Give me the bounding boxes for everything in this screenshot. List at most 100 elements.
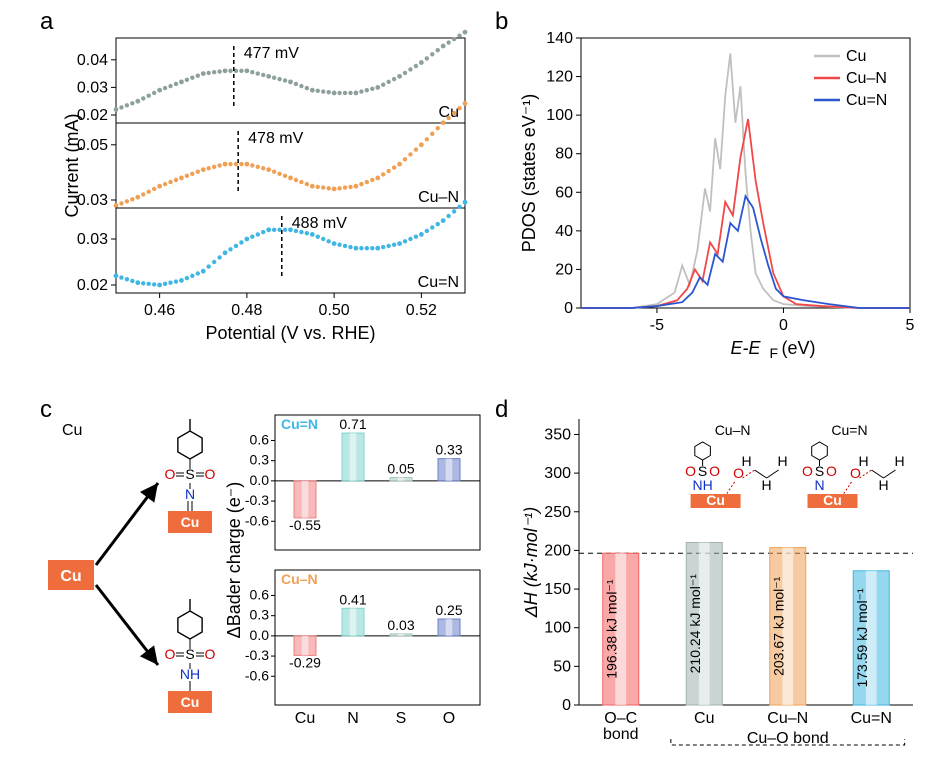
svg-text:Cu: Cu (846, 48, 866, 65)
svg-text:200: 200 (544, 542, 571, 559)
svg-text:350: 350 (544, 426, 571, 443)
svg-text:0: 0 (779, 317, 788, 334)
svg-text:Cu=N: Cu=N (851, 710, 892, 727)
svg-text:Cu: Cu (295, 710, 315, 727)
panel-d-chart: 050100150200250300350ΔH (kJ·mol⁻¹)196.38… (515, 405, 925, 755)
svg-text:0.46: 0.46 (144, 302, 175, 319)
svg-text:100: 100 (544, 620, 571, 637)
svg-text:PDOS (states eV⁻¹): PDOS (states eV⁻¹) (519, 94, 539, 253)
svg-text:0.50: 0.50 (319, 302, 350, 319)
svg-text:H: H (762, 477, 772, 493)
svg-text:Cu–N: Cu–N (846, 70, 887, 87)
svg-text:Cu=N: Cu=N (281, 416, 318, 432)
svg-text:-0.55: -0.55 (289, 517, 321, 533)
svg-text:-5: -5 (650, 317, 664, 334)
svg-text:0.52: 0.52 (406, 302, 437, 319)
svg-text:0.6: 0.6 (250, 431, 270, 447)
svg-text:Cu: Cu (181, 694, 200, 710)
svg-text:0.0: 0.0 (250, 627, 270, 643)
svg-text:Cu: Cu (823, 492, 842, 508)
svg-text:203.67 kJ mol⁻¹: 203.67 kJ mol⁻¹ (771, 576, 787, 676)
svg-text:O: O (205, 646, 216, 662)
figure4: { "colors":{ "cu_gray":"#8ea09e", "cuN_o… (0, 0, 939, 767)
svg-text:196.38 kJ mol⁻¹: 196.38 kJ mol⁻¹ (604, 579, 620, 679)
svg-text:Cu–N: Cu–N (715, 422, 751, 438)
svg-text:20: 20 (555, 261, 573, 278)
panel-a-chart: Current (mA)0.020.030.04477 mVCu0.030.05… (60, 18, 480, 378)
svg-text:0.05: 0.05 (387, 461, 414, 477)
svg-text:0.3: 0.3 (250, 452, 270, 468)
svg-text:0.3: 0.3 (250, 607, 270, 623)
svg-text:50: 50 (553, 658, 571, 675)
svg-text:0.03: 0.03 (77, 79, 108, 96)
svg-text:80: 80 (555, 146, 573, 163)
svg-text:0.0: 0.0 (250, 472, 270, 488)
svg-text:H: H (778, 453, 788, 469)
svg-text:40: 40 (555, 223, 573, 240)
svg-text:100: 100 (546, 107, 573, 124)
svg-text:Cu=N: Cu=N (846, 92, 887, 109)
svg-text:0: 0 (564, 300, 573, 317)
svg-text:0.03: 0.03 (77, 231, 108, 248)
svg-text:-0.29: -0.29 (289, 654, 321, 670)
svg-text:-0.6: -0.6 (245, 512, 269, 528)
svg-text:250: 250 (544, 504, 571, 521)
svg-text:N: N (347, 710, 359, 727)
svg-text:-0.3: -0.3 (245, 647, 269, 663)
svg-text:E-E: E-E (730, 338, 761, 358)
svg-text:H: H (858, 453, 868, 469)
svg-text:0.04: 0.04 (77, 52, 108, 69)
svg-text:Cu=N: Cu=N (831, 422, 867, 438)
svg-text:0: 0 (562, 697, 571, 714)
panel-b-label: b (495, 8, 508, 36)
svg-text:5: 5 (906, 317, 915, 334)
panel-d-label: d (495, 396, 508, 424)
svg-text:0.03: 0.03 (77, 192, 108, 209)
svg-text:O–C: O–C (604, 710, 637, 727)
svg-text:N: N (814, 477, 824, 493)
svg-text:H: H (742, 453, 752, 469)
svg-text:60: 60 (555, 184, 573, 201)
svg-text:140: 140 (546, 30, 573, 47)
svg-text:0.02: 0.02 (77, 107, 108, 124)
svg-text:bond: bond (603, 726, 639, 743)
svg-text:173.59 kJ mol⁻¹: 173.59 kJ mol⁻¹ (854, 588, 870, 688)
svg-text:Cu: Cu (706, 492, 725, 508)
svg-text:O: O (165, 646, 176, 662)
svg-text:(eV): (eV) (782, 338, 816, 358)
svg-text:H: H (894, 453, 904, 469)
svg-text:210.24 kJ mol⁻¹: 210.24 kJ mol⁻¹ (687, 574, 703, 674)
svg-text:S: S (396, 710, 407, 727)
svg-text:Cu–O bond: Cu–O bond (747, 730, 829, 747)
svg-text:O: O (826, 463, 837, 479)
panel-c-chart: CuCuSOONCuSOONHCu-0.6-0.30.00.30.6Cu=N-0… (40, 405, 490, 755)
svg-text:0.6: 0.6 (250, 586, 270, 602)
svg-text:-0.6: -0.6 (245, 667, 269, 683)
panel-b-chart: -5 0 5 0 20 40 60 80 100 120 140 Cu Cu–N Cu=N E-E F (eV… (515, 18, 925, 378)
svg-text:120: 120 (546, 69, 573, 86)
svg-text:Cu: Cu (694, 710, 714, 727)
panel-a-label: a (40, 8, 53, 36)
svg-text:Cu: Cu (60, 568, 81, 585)
svg-text:Potential (V vs. RHE): Potential (V vs. RHE) (205, 323, 375, 343)
svg-text:ΔH (kJ·mol⁻¹): ΔH (kJ·mol⁻¹) (521, 507, 541, 619)
svg-text:0.41: 0.41 (339, 591, 366, 607)
svg-text:Cu–N: Cu–N (418, 189, 459, 206)
svg-text:0.33: 0.33 (435, 442, 462, 458)
svg-text:477 mV: 477 mV (244, 45, 299, 62)
svg-text:O: O (205, 466, 216, 482)
svg-text:F: F (770, 345, 779, 361)
svg-text:O: O (802, 463, 813, 479)
svg-text:300: 300 (544, 465, 571, 482)
svg-text:Cu: Cu (62, 422, 82, 439)
svg-text:0.48: 0.48 (231, 302, 262, 319)
svg-text:Cu=N: Cu=N (418, 274, 459, 291)
svg-text:H: H (878, 477, 888, 493)
svg-text:-0.3: -0.3 (245, 492, 269, 508)
svg-text:0.71: 0.71 (339, 416, 366, 432)
svg-text:0.03: 0.03 (387, 617, 414, 633)
svg-text:O: O (443, 710, 455, 727)
svg-text:0.02: 0.02 (77, 277, 108, 294)
svg-text:Cu: Cu (181, 514, 200, 530)
svg-text:ΔBader charge (e⁻): ΔBader charge (e⁻) (224, 482, 244, 639)
